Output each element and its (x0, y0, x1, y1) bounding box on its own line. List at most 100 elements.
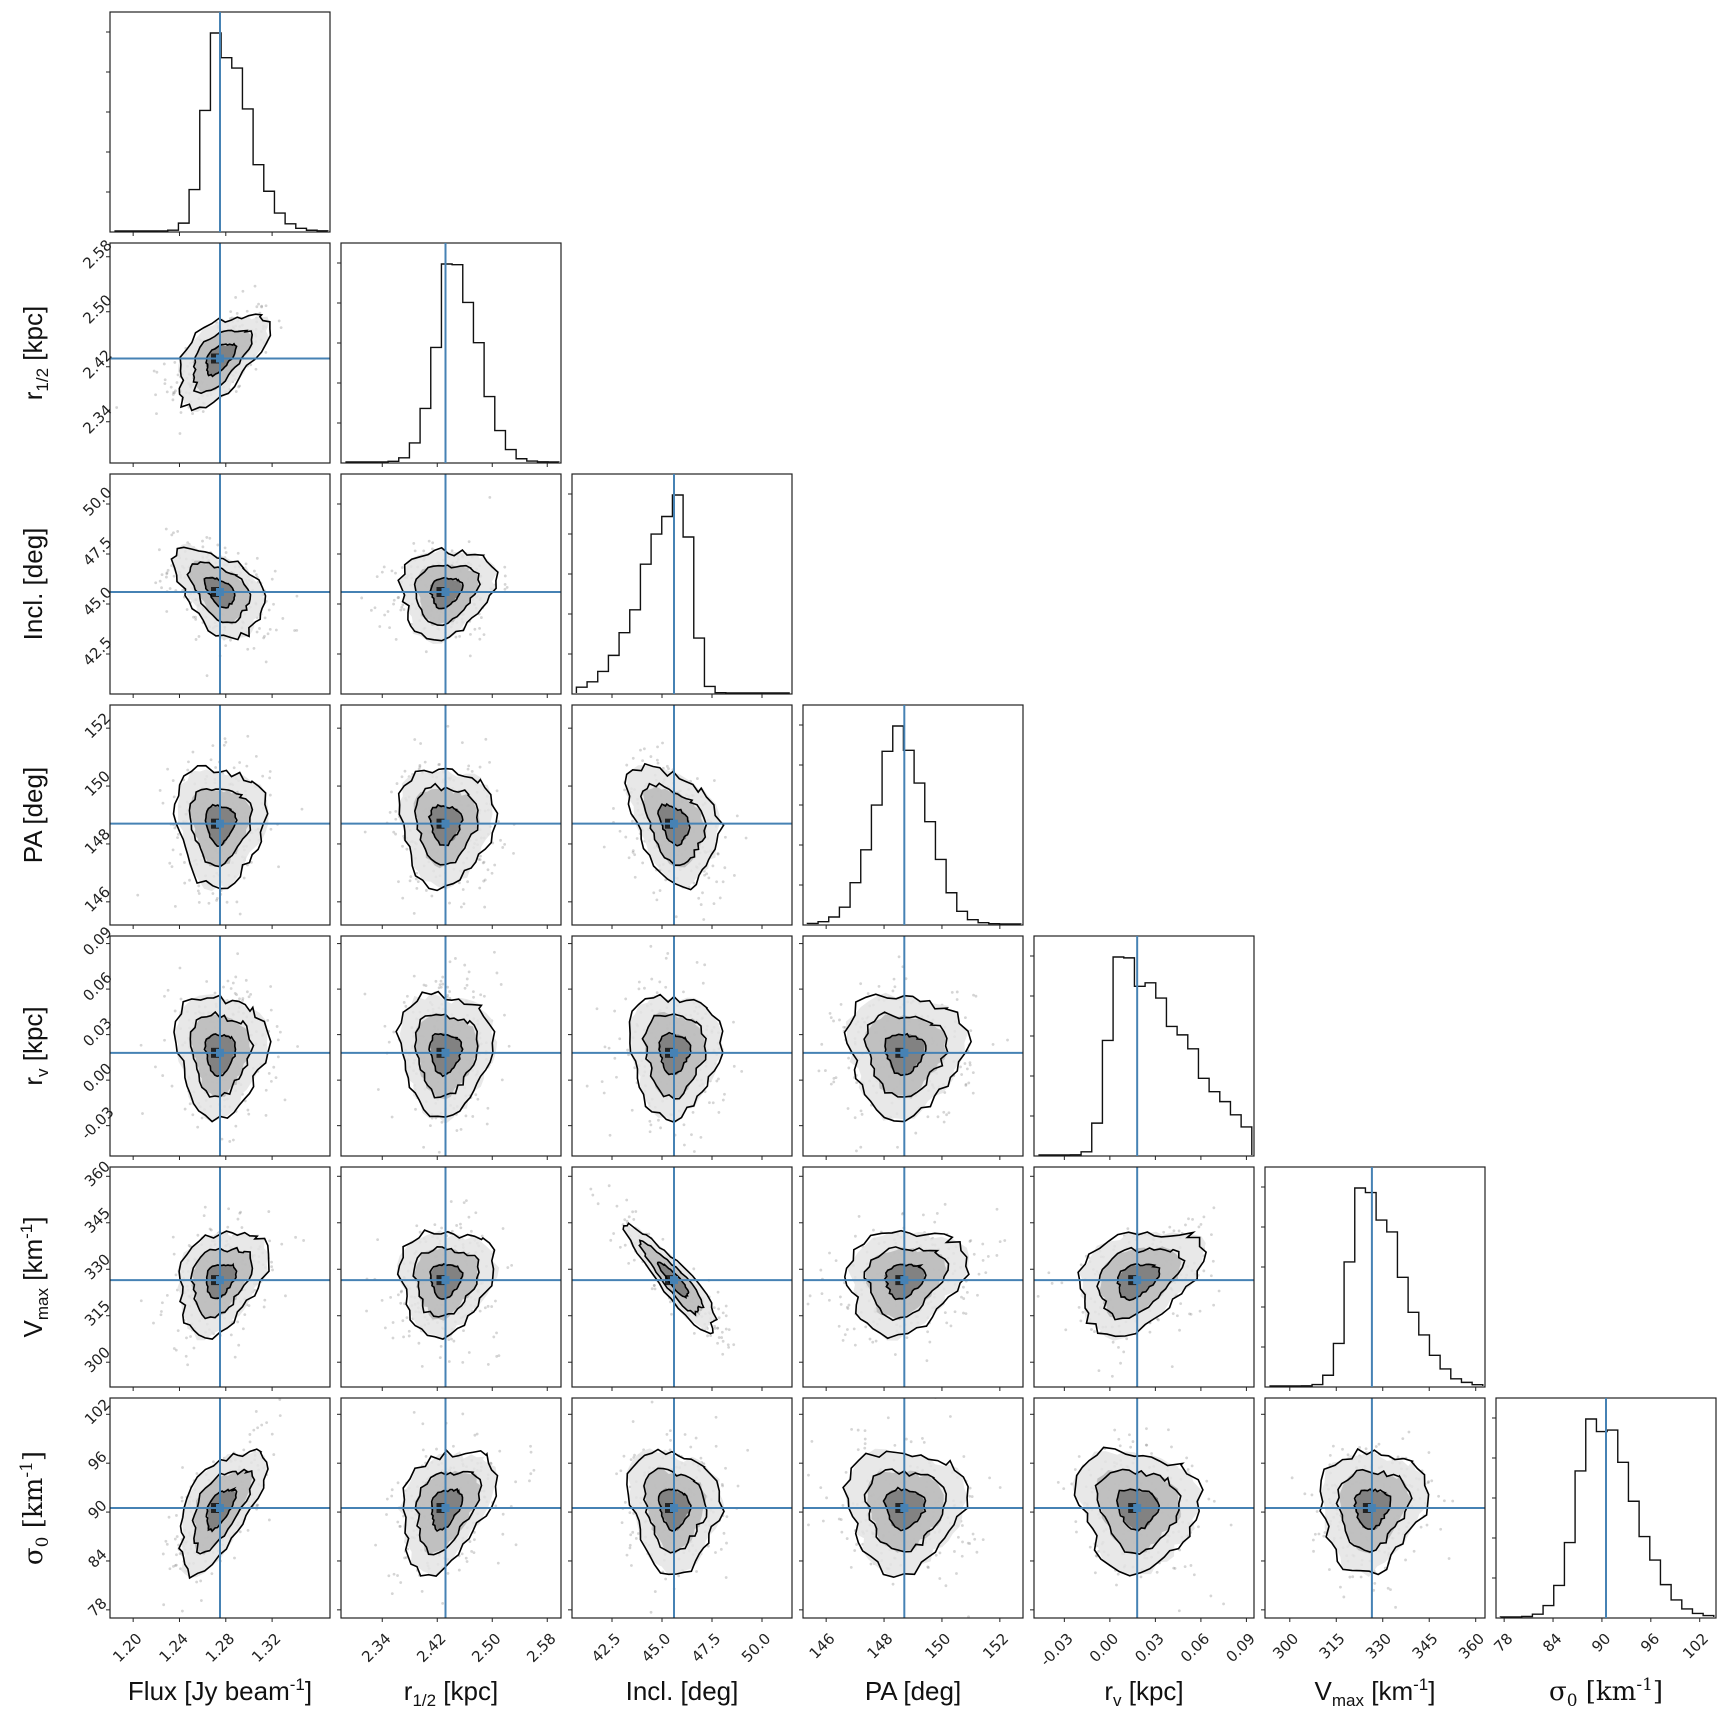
sample-point (1175, 1314, 1179, 1318)
sample-point (468, 654, 472, 658)
sample-point (995, 1207, 999, 1211)
sample-point (196, 1125, 200, 1129)
sample-point (457, 881, 461, 885)
sample-point (191, 1113, 195, 1117)
contour-line (397, 767, 499, 892)
sample-point (413, 549, 417, 553)
sample-point (624, 835, 628, 839)
sample-point (699, 1135, 703, 1139)
sample-point (170, 1084, 174, 1088)
sample-point (506, 1266, 510, 1269)
sample-point (405, 994, 409, 998)
sample-point (697, 896, 701, 900)
sample-point (716, 1326, 719, 1330)
sample-point (724, 1314, 728, 1318)
sample-point (650, 1400, 654, 1404)
sample-point (417, 767, 421, 771)
sample-point (423, 760, 427, 764)
histogram-pa (799, 704, 1024, 929)
sample-point (493, 950, 496, 954)
sample-point (263, 1298, 267, 1302)
sample-point (650, 977, 654, 981)
contour-line (884, 1032, 927, 1077)
sample-point (253, 569, 256, 573)
sample-point (447, 1338, 451, 1342)
sample-point (701, 891, 704, 895)
panel-frame (571, 935, 793, 1157)
sample-point (267, 1071, 271, 1075)
sample-point (416, 880, 420, 884)
sample-point (234, 975, 238, 979)
sample-point (403, 1556, 406, 1560)
sample-point (224, 551, 228, 554)
contour-line (658, 1031, 692, 1076)
sample-point (1006, 1038, 1009, 1042)
sample-point (161, 1074, 165, 1077)
sample-point (249, 992, 253, 996)
sample-point (447, 1360, 451, 1363)
sample-point (235, 993, 238, 997)
sample-point (399, 1581, 403, 1584)
scatter-panel-sigma0-vs-incl (568, 1397, 793, 1622)
sample-point (300, 807, 304, 811)
sample-point (589, 1162, 592, 1165)
sample-point (1184, 1223, 1187, 1227)
sample-point (1111, 1340, 1115, 1344)
panel-content (1034, 1167, 1254, 1387)
sample-point (488, 760, 491, 764)
sample-point (481, 861, 485, 865)
sample-point (214, 766, 218, 769)
sample-point (652, 891, 656, 895)
sample-point (412, 542, 416, 545)
sample-point (904, 977, 908, 981)
sample-point (454, 635, 458, 639)
sample-point (964, 1312, 968, 1315)
sample-point (666, 952, 670, 955)
sample-point (406, 1547, 410, 1551)
sample-point (612, 807, 615, 810)
sample-point (1172, 1229, 1176, 1233)
sample-point (165, 575, 168, 579)
sample-point (658, 980, 662, 984)
histogram-sigma0 (1492, 1397, 1717, 1622)
sample-point (607, 1046, 611, 1050)
sample-point (420, 1364, 424, 1368)
sample-point (202, 1214, 206, 1218)
sample-point (244, 978, 248, 982)
sample-point (972, 1252, 976, 1256)
sample-point (495, 1355, 499, 1358)
sample-point (715, 1079, 719, 1083)
panel-content (110, 1167, 330, 1387)
sample-point (622, 1454, 626, 1458)
sample-point (829, 1082, 833, 1086)
sample-point (400, 566, 404, 569)
sample-point (459, 1222, 462, 1226)
sample-point (623, 1500, 627, 1504)
sample-point (302, 1239, 306, 1242)
sample-point (369, 608, 373, 612)
sample-point (263, 634, 266, 638)
sample-point (1210, 1233, 1213, 1237)
sample-point (627, 1053, 630, 1057)
scatter-panel-rhalf-vs-flux (106, 242, 331, 467)
sample-point (953, 1310, 957, 1314)
sample-point (264, 304, 268, 308)
sample-point (232, 766, 236, 770)
sample-point (373, 606, 377, 610)
sample-point (205, 536, 209, 539)
truth-marker (216, 354, 224, 363)
sample-point (267, 608, 271, 612)
sample-point (1202, 1215, 1206, 1219)
scatter-panel-rv-vs-rhalf (337, 935, 562, 1160)
truth-marker (441, 819, 450, 828)
sample-point (188, 1102, 192, 1106)
sample-point (624, 997, 628, 1001)
histogram-steps (806, 725, 1022, 925)
sample-point (431, 547, 434, 551)
sample-point (860, 1112, 864, 1116)
sample-point (154, 1065, 157, 1069)
sample-point (1212, 1206, 1216, 1210)
sample-point (498, 1449, 502, 1453)
sample-point (838, 1018, 841, 1022)
sample-point (655, 758, 659, 762)
